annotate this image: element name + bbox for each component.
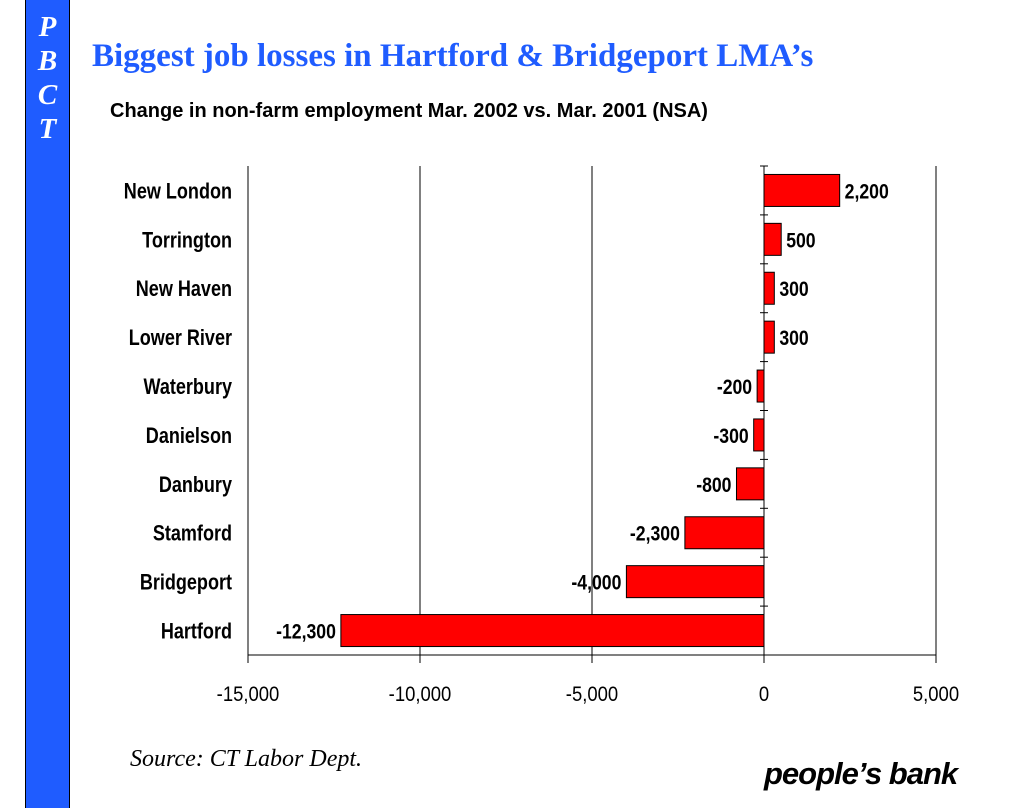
data-label: -12,300 — [276, 620, 336, 644]
bar — [340, 614, 765, 648]
source-note: Source: CT Labor Dept. — [130, 746, 363, 772]
data-label: 300 — [779, 327, 808, 351]
data-label: 500 — [786, 229, 815, 253]
category-label: Bridgeport — [140, 571, 232, 595]
side-band: P B C T — [25, 0, 70, 808]
x-tick-label: 0 — [759, 683, 769, 706]
side-letter: P — [38, 11, 57, 43]
chart-subtitle: Change in non-farm employment Mar. 2002 … — [110, 100, 708, 122]
data-label: -300 — [713, 425, 748, 449]
category-label: Waterbury — [143, 375, 232, 399]
bar — [684, 516, 765, 550]
category-label: Hartford — [161, 620, 232, 644]
category-label: Lower River — [129, 327, 232, 351]
category-label: Torrington — [142, 229, 232, 253]
peoples-bank-logo: people’s bank — [764, 756, 958, 791]
bar — [763, 320, 775, 354]
x-tick-label: -15,000 — [217, 683, 280, 706]
data-label: 300 — [779, 278, 808, 302]
data-label: 2,200 — [845, 180, 889, 204]
x-tick-label: 5,000 — [913, 683, 959, 706]
x-tick-label: -10,000 — [389, 683, 452, 706]
category-label: New Haven — [136, 278, 232, 302]
side-letter: B — [37, 45, 58, 77]
bar — [763, 222, 782, 256]
data-label: -2,300 — [630, 522, 680, 546]
bar — [625, 565, 765, 599]
bar — [753, 418, 765, 452]
bar — [756, 369, 765, 403]
bar — [763, 271, 775, 305]
category-label: New London — [124, 180, 232, 204]
x-tick-label: -5,000 — [566, 683, 618, 706]
category-label: Stamford — [153, 522, 232, 546]
slide-title: Biggest job losses in Hartford & Bridgep… — [92, 38, 814, 74]
category-label: Danielson — [146, 424, 232, 448]
data-label: -200 — [717, 376, 752, 400]
bar — [735, 467, 765, 501]
side-letter: T — [38, 113, 57, 145]
data-label: -800 — [696, 473, 731, 497]
side-letter: C — [37, 79, 58, 111]
data-label: -4,000 — [571, 571, 621, 595]
category-label: Danbury — [159, 473, 233, 497]
bar — [763, 173, 841, 207]
